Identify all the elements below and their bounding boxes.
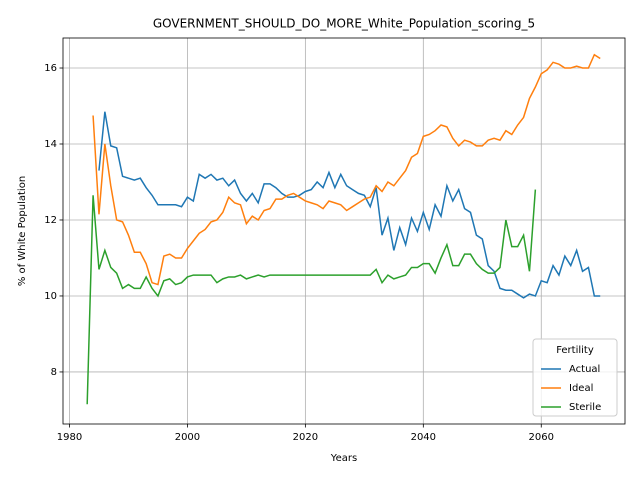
y-tick-label: 8 — [51, 367, 57, 378]
legend-box — [532, 338, 618, 417]
x-tick-label: 2060 — [529, 432, 554, 443]
x-tick-label: 2020 — [293, 432, 318, 443]
legend-label: Ideal — [569, 383, 593, 394]
y-tick-label: 14 — [44, 139, 57, 150]
data-line — [98, 111, 601, 299]
y-tick-label: 12 — [44, 215, 57, 226]
y-tick-label: 10 — [44, 291, 57, 302]
legend-label: Actual — [569, 364, 600, 375]
data-line — [92, 53, 601, 286]
x-tick-label: 2040 — [411, 432, 436, 443]
x-axis-label: Years — [330, 453, 357, 464]
y-axis-label: % of White Population — [17, 176, 28, 286]
plot-frame — [62, 37, 626, 425]
x-tick-label: 2000 — [175, 432, 200, 443]
data-line — [86, 189, 537, 405]
legend-label: Sterile — [569, 402, 601, 413]
chart-title: GOVERNMENT_SHOULD_DO_MORE_White_Populati… — [153, 17, 535, 31]
legend-title: Fertility — [556, 345, 594, 356]
x-tick-label: 1980 — [57, 432, 82, 443]
y-tick-label: 16 — [44, 63, 57, 74]
